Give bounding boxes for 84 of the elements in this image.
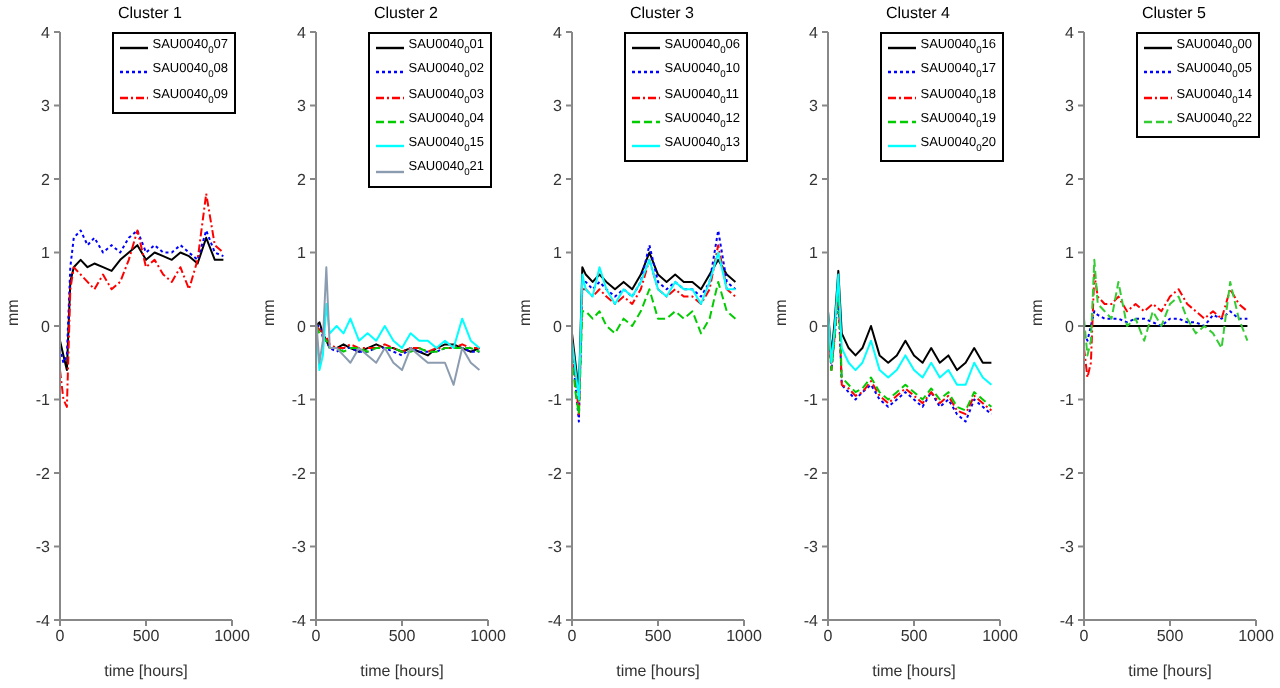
x-tick-label: 1000 <box>1238 627 1275 646</box>
y-axis-title: mm <box>515 298 534 326</box>
y-axis-title: mm <box>3 298 22 326</box>
y-tick-label: -2 <box>291 464 308 483</box>
chart-title: Cluster 1 <box>115 4 184 22</box>
y-tick-label: 4 <box>1065 23 1076 42</box>
y-tick-label: 3 <box>809 97 820 116</box>
x-tick-label: 1000 <box>726 627 763 646</box>
x-tick-label: 0 <box>567 627 578 646</box>
line-series <box>316 266 481 386</box>
y-tick-label: 4 <box>809 23 820 42</box>
y-tick-label: -3 <box>291 538 308 557</box>
x-tick-label: 500 <box>132 627 161 646</box>
y-tick-label: 1 <box>553 244 564 263</box>
x-axis-title: time [hours] <box>360 662 444 680</box>
line-series <box>828 269 993 372</box>
x-tick-label: 1000 <box>214 627 251 646</box>
y-tick-label: -2 <box>547 464 564 483</box>
x-tick-label: 0 <box>823 627 834 646</box>
x-tick-label: 500 <box>900 627 929 646</box>
line-series <box>60 192 225 408</box>
y-tick-label: 3 <box>297 97 308 116</box>
x-tick-label: 500 <box>388 627 417 646</box>
y-tick-label: 4 <box>553 23 564 42</box>
y-tick-label: 0 <box>1065 317 1076 336</box>
y-tick-label: 2 <box>41 170 52 189</box>
line-series <box>1084 310 1249 342</box>
line-series <box>1084 273 1249 379</box>
y-tick-label: -3 <box>1059 538 1076 557</box>
y-tick-label: 0 <box>553 317 564 336</box>
y-tick-label: 0 <box>297 317 308 336</box>
x-tick-label: 500 <box>644 627 673 646</box>
x-axis-title: time [hours] <box>1128 662 1212 680</box>
y-tick-label: 1 <box>297 244 308 263</box>
line-series <box>828 273 993 386</box>
y-tick-label: 0 <box>41 317 52 336</box>
y-tick-label: -1 <box>35 391 52 410</box>
y-tick-label: -2 <box>803 464 820 483</box>
chart-title: Cluster 4 <box>883 4 952 22</box>
x-tick-label: 0 <box>55 627 66 646</box>
y-tick-label: 3 <box>1065 97 1076 116</box>
y-tick-label: 2 <box>1065 170 1076 189</box>
x-tick-label: 0 <box>311 627 322 646</box>
x-tick-label: 1000 <box>470 627 507 646</box>
y-tick-label: -2 <box>35 464 52 483</box>
y-axis-title: mm <box>1027 298 1046 326</box>
y-tick-label: 3 <box>41 97 52 116</box>
chart-title: Cluster 5 <box>1139 4 1208 22</box>
line-series <box>1084 258 1249 357</box>
chart-title: Cluster 3 <box>627 4 696 22</box>
y-tick-label: -4 <box>35 611 52 630</box>
y-tick-label: 2 <box>297 170 308 189</box>
chart-title: Cluster 2 <box>371 4 440 22</box>
y-tick-label: 4 <box>41 23 52 42</box>
x-tick-label: 500 <box>1156 627 1185 646</box>
y-tick-label: -3 <box>35 538 52 557</box>
x-tick-label: 1000 <box>982 627 1019 646</box>
y-tick-label: 1 <box>809 244 820 263</box>
y-tick-label: -1 <box>547 391 564 410</box>
y-tick-label: 3 <box>553 97 564 116</box>
line-series <box>316 302 481 372</box>
y-tick-label: 0 <box>809 317 820 336</box>
y-tick-label: -1 <box>803 391 820 410</box>
x-axis-title: time [hours] <box>616 662 700 680</box>
y-tick-label: 2 <box>553 170 564 189</box>
y-tick-label: 1 <box>41 244 52 263</box>
y-tick-label: -4 <box>291 611 308 630</box>
y-tick-label: 1 <box>1065 244 1076 263</box>
y-tick-label: -1 <box>291 391 308 410</box>
y-tick-label: -4 <box>1059 611 1076 630</box>
y-axis-title: mm <box>771 298 790 326</box>
y-tick-label: -4 <box>547 611 564 630</box>
y-tick-label: -4 <box>803 611 820 630</box>
y-axis-title: mm <box>259 298 278 326</box>
y-tick-label: 4 <box>297 23 308 42</box>
y-tick-label: 2 <box>809 170 820 189</box>
y-tick-label: -2 <box>1059 464 1076 483</box>
x-axis-title: time [hours] <box>104 662 188 680</box>
line-series <box>572 280 737 416</box>
x-axis-title: time [hours] <box>872 662 956 680</box>
y-tick-label: -3 <box>803 538 820 557</box>
y-tick-label: -1 <box>1059 391 1076 410</box>
y-tick-label: -3 <box>547 538 564 557</box>
x-tick-label: 0 <box>1079 627 1090 646</box>
